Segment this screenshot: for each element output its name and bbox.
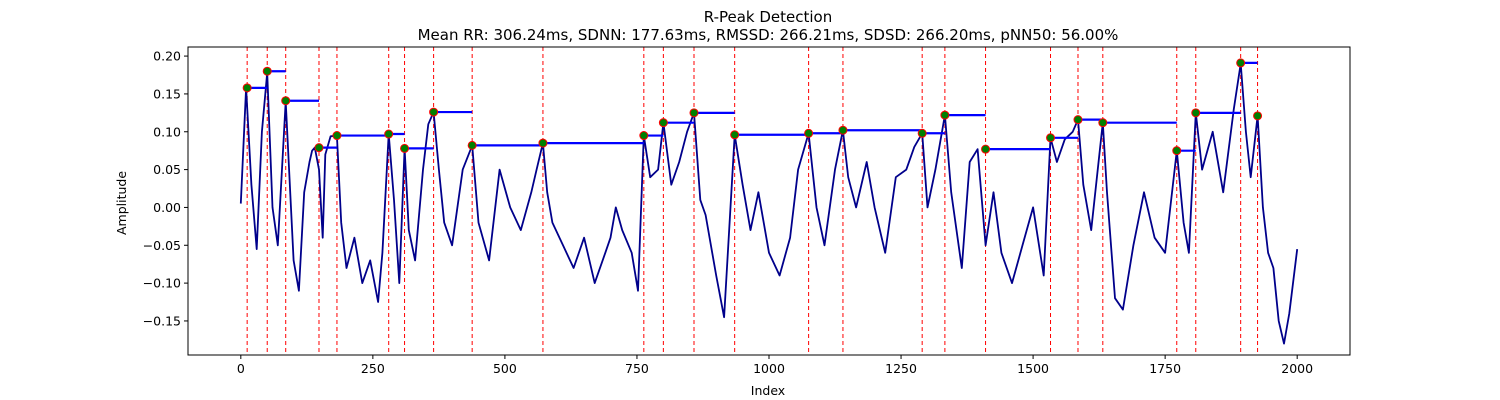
r-peak-point [281, 96, 291, 106]
r-peak-point [1046, 133, 1056, 143]
r-peak-point [639, 131, 649, 141]
x-tick-label: 1000 [753, 361, 785, 376]
x-tick-label: 500 [493, 361, 517, 376]
r-peak-point [242, 83, 252, 93]
chart-title: R-Peak Detection [704, 8, 832, 26]
y-axis-label: Amplitude [114, 171, 129, 235]
r-peak-point [1191, 108, 1201, 118]
y-tick-label: 0.05 [153, 162, 181, 177]
x-tick-label: 1250 [885, 361, 917, 376]
x-tick-label: 1750 [1149, 361, 1181, 376]
r-peak-point [538, 138, 548, 148]
y-tick-label: 0.20 [153, 49, 181, 64]
r-peak-point [658, 118, 668, 128]
r-peak-point [384, 129, 394, 139]
chart-subtitle: Mean RR: 306.24ms, SDNN: 177.63ms, RMSSD… [418, 26, 1119, 44]
r-peak-point [917, 128, 927, 138]
r-peak-point [981, 144, 991, 154]
r-peak-point [1098, 118, 1108, 128]
y-tick-label: −0.05 [143, 238, 181, 253]
ecg-signal-line [239, 62, 1299, 345]
r-peak-point [940, 110, 950, 120]
y-tick-label: −0.10 [143, 276, 181, 291]
r-peak-point [262, 66, 272, 76]
x-axis-label: Index [751, 383, 785, 398]
y-tick-label: 0.00 [153, 200, 181, 215]
x-tick-label: 750 [625, 361, 649, 376]
r-peak-point [730, 130, 740, 140]
r-peak-point [1172, 146, 1182, 156]
r-peak-point [314, 143, 324, 153]
plot-frame [187, 46, 1351, 356]
x-tick-label: 250 [361, 361, 385, 376]
x-tick-label: 0 [237, 361, 245, 376]
y-tick-label: 0.10 [153, 124, 181, 139]
r-peak-point [332, 131, 342, 141]
r-peak-point [1073, 115, 1083, 125]
r-peak-point [1236, 58, 1246, 68]
x-axis: 0 250 500 750 1000 1250 1500 1750 2000 [237, 355, 1313, 376]
r-peak-point [804, 128, 814, 138]
r-peak-point [1253, 111, 1263, 121]
x-tick-label: 2000 [1281, 361, 1313, 376]
r-peak-point [467, 140, 477, 150]
r-peak-point [429, 107, 439, 117]
y-tick-label: 0.15 [153, 86, 181, 101]
x-tick-label: 1500 [1017, 361, 1049, 376]
y-tick-label: −0.15 [143, 313, 181, 328]
y-axis: −0.15 −0.10 −0.05 0.00 0.05 0.10 0.15 0.20 [143, 49, 188, 328]
r-peak-point [400, 143, 410, 153]
r-peak-point [689, 108, 699, 118]
plot-area [239, 47, 1299, 355]
r-peak-point [838, 125, 848, 135]
